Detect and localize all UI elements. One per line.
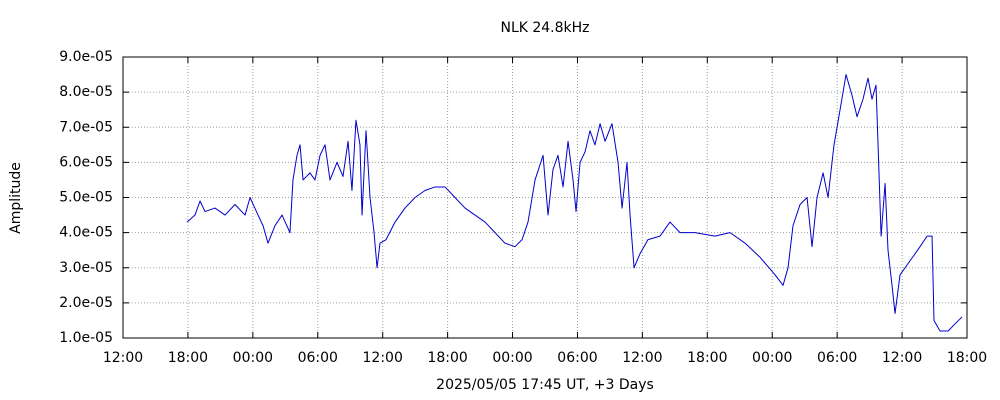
y-axis-label: Amplitude	[8, 162, 24, 234]
x-tick-label: 06:00	[817, 350, 857, 366]
x-tick-label: 18:00	[947, 350, 987, 366]
x-tick-label: 06:00	[298, 350, 338, 366]
x-tick-label: 00:00	[233, 350, 273, 366]
x-axis-label: 2025/05/05 17:45 UT, +3 Days	[436, 377, 654, 393]
x-tick-label: 12:00	[363, 350, 403, 366]
x-tick-label: 18:00	[427, 350, 467, 366]
y-tick-label: 5.0e-05	[59, 190, 113, 206]
x-tick-label: 18:00	[687, 350, 727, 366]
x-tick-label: 06:00	[557, 350, 597, 366]
plot-frame	[122, 56, 968, 339]
x-tick-label: 12:00	[103, 350, 143, 366]
y-tick-label: 6.0e-05	[59, 154, 113, 170]
y-tick-label: 4.0e-05	[59, 225, 113, 241]
y-tick-label: 2.0e-05	[59, 295, 113, 311]
x-tick-label: 12:00	[622, 350, 662, 366]
x-tick-label: 12:00	[882, 350, 922, 366]
y-tick-label: 1.0e-05	[59, 330, 113, 346]
y-tick-label: 9.0e-05	[59, 49, 113, 65]
y-tick-label: 8.0e-05	[59, 84, 113, 100]
chart-title: NLK 24.8kHz	[500, 20, 589, 36]
data-line	[186, 74, 963, 332]
x-tick-label: 18:00	[168, 350, 208, 366]
y-tick-label: 3.0e-05	[59, 260, 113, 276]
x-tick-label: 00:00	[492, 350, 532, 366]
x-tick-label: 00:00	[752, 350, 792, 366]
y-tick-label: 7.0e-05	[59, 119, 113, 135]
